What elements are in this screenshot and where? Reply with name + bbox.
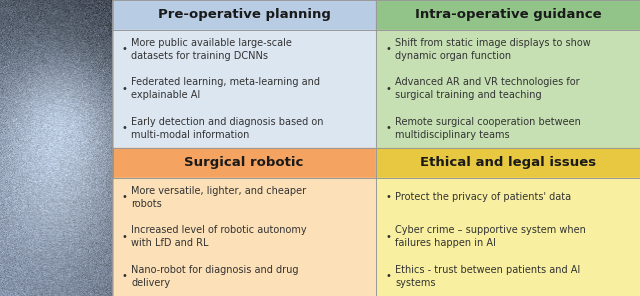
Bar (112, 148, 376, 178)
Text: Ethical and legal issues: Ethical and legal issues (420, 156, 596, 169)
Text: Intra-operative guidance: Intra-operative guidance (415, 8, 602, 21)
Text: •: • (385, 192, 392, 202)
Bar (112, 178, 376, 296)
Text: Remote surgical cooperation between
multidisciplinary teams: Remote surgical cooperation between mult… (396, 117, 581, 140)
Text: •: • (385, 44, 392, 54)
Text: •: • (122, 123, 127, 133)
Text: •: • (122, 232, 127, 242)
Text: Cyber crime – supportive system when
failures happen in AI: Cyber crime – supportive system when fai… (396, 225, 586, 248)
Text: Future Surgery: Future Surgery (88, 98, 101, 198)
Bar (77, 0, 112, 296)
Text: •: • (122, 271, 127, 281)
Text: More public available large-scale
datasets for training DCNNs: More public available large-scale datase… (131, 38, 292, 61)
Bar (376, 0, 640, 30)
Text: •: • (385, 123, 392, 133)
Bar (112, 0, 640, 296)
Text: •: • (385, 84, 392, 94)
Text: Ethics - trust between patients and AI
systems: Ethics - trust between patients and AI s… (396, 265, 580, 288)
Text: More versatile, lighter, and cheaper
robots: More versatile, lighter, and cheaper rob… (131, 186, 307, 209)
Bar (112, 30, 376, 148)
Text: Shift from static image displays to show
dynamic organ function: Shift from static image displays to show… (396, 38, 591, 61)
Text: Advanced AR and VR technologies for
surgical training and teaching: Advanced AR and VR technologies for surg… (396, 77, 580, 100)
Bar (376, 148, 640, 178)
Text: Increased level of robotic autonomy
with LfD and RL: Increased level of robotic autonomy with… (131, 225, 307, 248)
Bar (376, 30, 640, 148)
Text: Early detection and diagnosis based on
multi-modal information: Early detection and diagnosis based on m… (131, 117, 324, 140)
Text: Protect the privacy of patients' data: Protect the privacy of patients' data (396, 192, 572, 202)
Text: Pre-operative planning: Pre-operative planning (157, 8, 330, 21)
Bar (112, 0, 376, 30)
Text: Nano-robot for diagnosis and drug
delivery: Nano-robot for diagnosis and drug delive… (131, 265, 299, 288)
Text: •: • (122, 84, 127, 94)
Text: Surgical robotic: Surgical robotic (184, 156, 304, 169)
Text: Federated learning, meta-learning and
explainable AI: Federated learning, meta-learning and ex… (131, 77, 320, 100)
Text: •: • (122, 192, 127, 202)
Text: •: • (385, 232, 392, 242)
Text: •: • (385, 271, 392, 281)
Text: •: • (122, 44, 127, 54)
Bar (376, 178, 640, 296)
